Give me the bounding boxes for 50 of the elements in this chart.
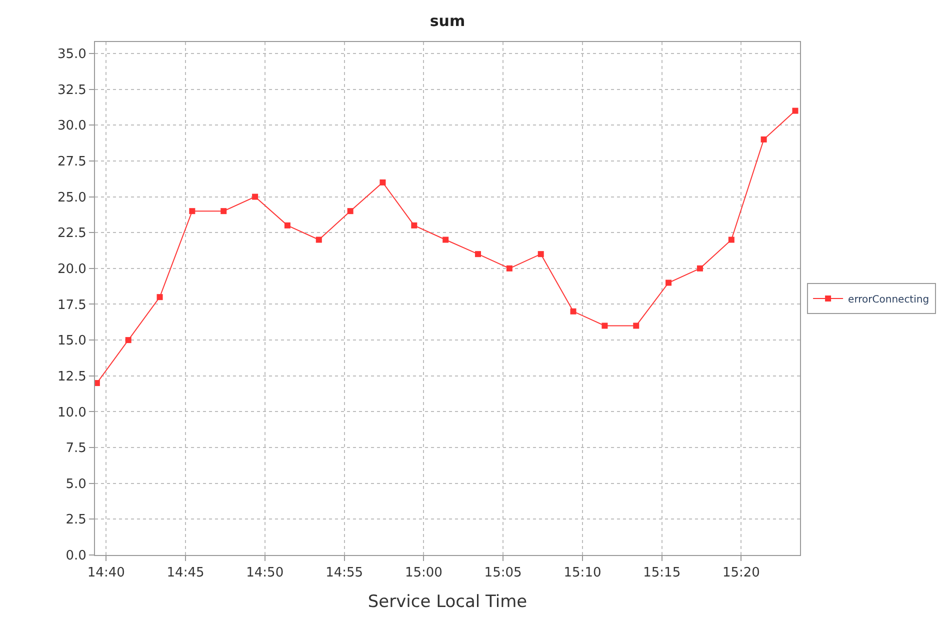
x-tick-label: 15:05 [484,566,522,581]
point [125,337,132,344]
point [411,222,418,228]
point [728,236,734,243]
y-tick-label: 27.5 [57,154,86,170]
point [316,236,322,243]
point [156,294,163,300]
x-tick-label: 14:50 [246,566,284,581]
x-tick-label: 15:10 [564,566,602,581]
x-tick-label: 14:45 [166,566,204,581]
point [666,280,672,286]
point [570,308,576,314]
point [538,251,544,258]
point [474,251,481,258]
y-tick-label: 12.5 [57,369,86,384]
point [220,208,227,214]
y-tick-label: 25.0 [57,190,86,206]
x-axis-title: Service Local Time [368,592,528,612]
point [792,108,798,114]
x-tick-label: 15:15 [643,566,681,581]
y-tick-label: 7.5 [66,441,86,456]
x-tick-label: 14:40 [87,566,125,581]
point [506,265,512,272]
point [380,179,386,186]
point [347,208,354,214]
x-tick-label: 14:55 [326,566,364,581]
y-tick-label: 22.5 [57,226,86,242]
legend-label: errorConnecting [848,294,930,306]
y-tick-label: 5.0 [66,476,86,492]
point [284,222,290,228]
y-tick-label: 15.0 [57,334,86,349]
point [696,265,703,272]
x-tick-label: 15:00 [404,566,442,581]
y-tick-label: 32.5 [57,82,86,98]
y-tick-label: 0.0 [66,548,86,564]
y-tick-label: 20.0 [57,262,86,277]
x-tick-label: 15:20 [722,566,760,581]
point [760,136,767,142]
point [633,322,640,329]
chart-title: sum [430,12,466,30]
y-tick-label: 10.0 [57,405,86,420]
point [252,194,258,200]
point [442,236,449,243]
y-tick-label: 17.5 [57,298,86,313]
point [602,322,608,329]
y-tick-label: 30.0 [57,118,86,134]
y-tick-label: 35.0 [57,47,86,62]
point [189,208,196,214]
point [95,380,100,386]
y-tick-label: 2.5 [66,512,86,528]
